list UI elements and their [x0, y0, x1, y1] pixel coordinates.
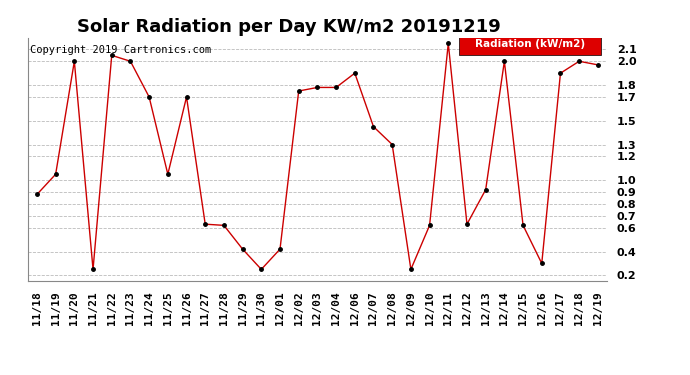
Title: Solar Radiation per Day KW/m2 20191219: Solar Radiation per Day KW/m2 20191219: [77, 18, 500, 36]
FancyBboxPatch shape: [460, 34, 602, 55]
Text: Radiation (kW/m2): Radiation (kW/m2): [475, 39, 586, 49]
Text: Copyright 2019 Cartronics.com: Copyright 2019 Cartronics.com: [30, 45, 212, 55]
